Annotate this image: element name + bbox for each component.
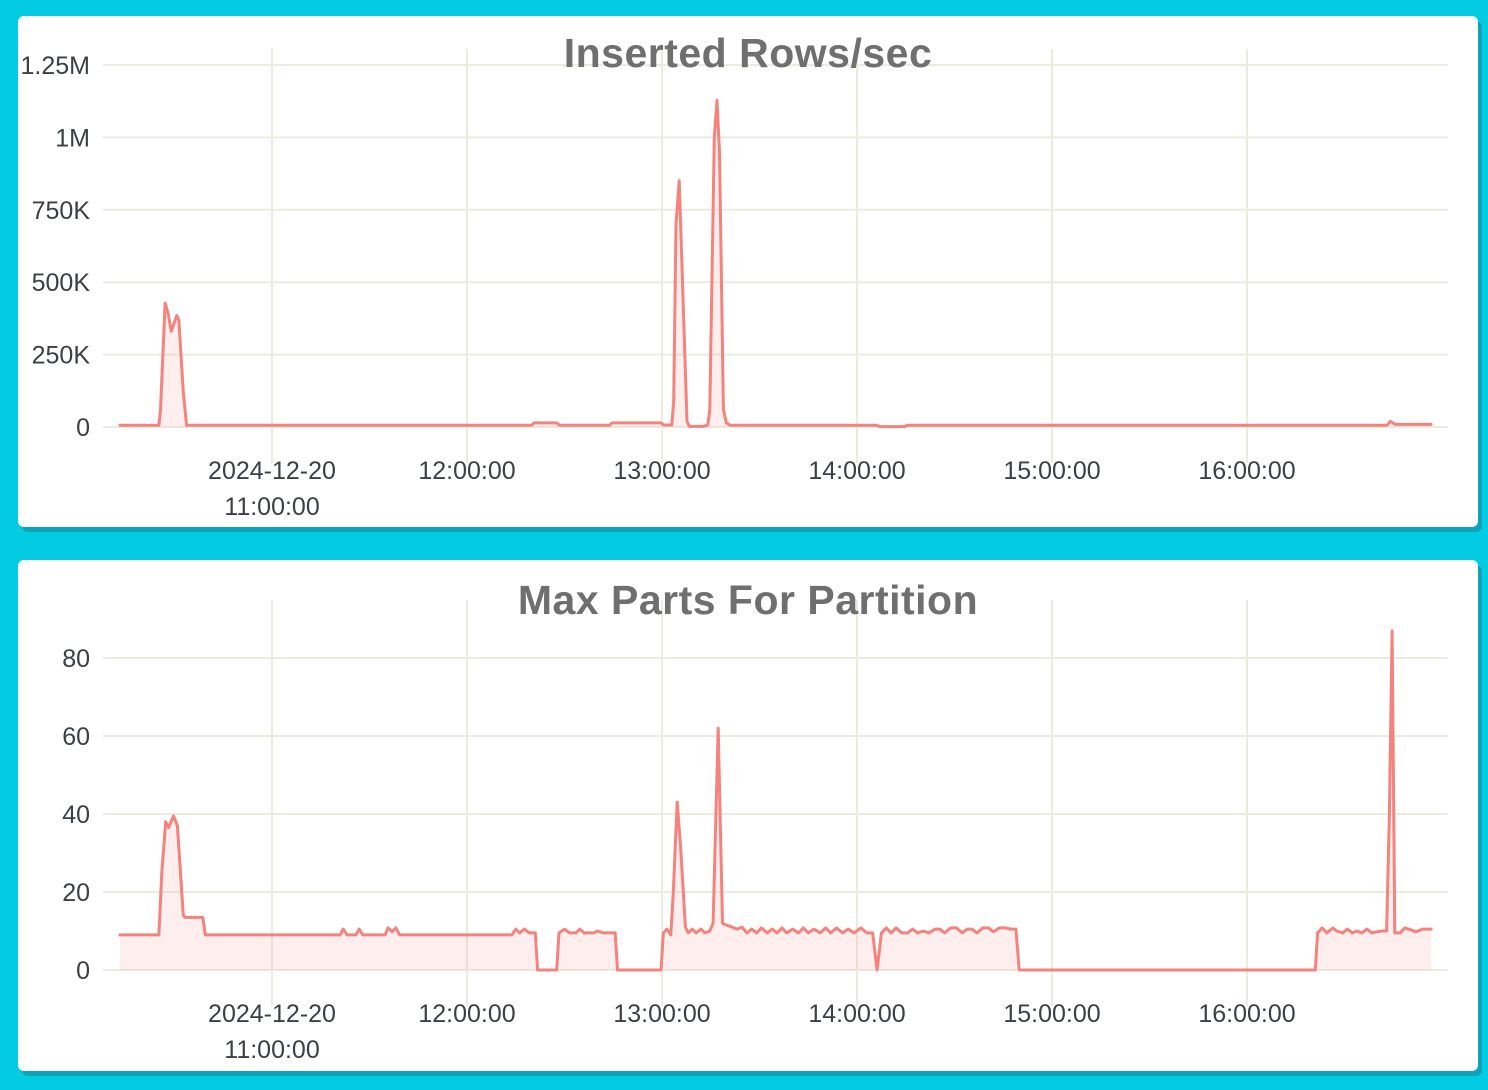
max-parts-chart-card: 0 20 40 60 80 2024-12-20 11:00:00 12:00:00 13:00… <box>18 560 1478 1071</box>
x-tick-label: 12:00:00 <box>418 457 515 485</box>
x-tick-label: 12:00:00 <box>418 1000 515 1028</box>
y-tick-label: 500K <box>32 269 91 297</box>
series-line <box>118 629 1433 972</box>
y-tick-label: 0 <box>76 414 90 442</box>
x-tick-label: 14:00:00 <box>808 457 905 485</box>
series-area <box>119 100 1432 428</box>
y-tick-label: 80 <box>62 645 90 673</box>
x-tick-label: 14:00:00 <box>808 1000 905 1028</box>
inserted-rows-chart-card: 0 250K 500K 750K 1M 1.25M 2024-12-20 11:00:00 12… <box>18 16 1478 527</box>
y-tick-label: 40 <box>62 801 90 829</box>
series-line <box>118 98 1433 429</box>
x-tick-label: 16:00:00 <box>1198 457 1295 485</box>
x-tick-label: 13:00:00 <box>613 1000 710 1028</box>
x-tick-label: 2024-12-20 <box>208 457 336 485</box>
y-tick-label: 20 <box>62 879 90 907</box>
x-tick-label: 11:00:00 <box>224 493 319 521</box>
series-area <box>119 630 1432 970</box>
x-tick-label: 16:00:00 <box>1198 1000 1295 1028</box>
x-tick-label: 15:00:00 <box>1003 457 1100 485</box>
y-tick-label: 1.25M <box>21 52 90 80</box>
y-tick-label: 750K <box>32 197 91 225</box>
max-parts-chart: 0 20 40 60 80 2024-12-20 11:00:00 12:00:00 13:00… <box>62 600 1448 1064</box>
max-parts-chart-title: Max Parts For Partition <box>517 577 979 623</box>
y-tick-label: 250K <box>32 342 91 370</box>
x-tick-label: 11:00:00 <box>224 1036 319 1064</box>
x-tick-label: 15:00:00 <box>1003 1000 1100 1028</box>
x-tick-label: 13:00:00 <box>613 457 710 485</box>
y-tick-label: 60 <box>62 723 90 751</box>
inserted-rows-chart: 0 250K 500K 750K 1M 1.25M 2024-12-20 11:00:00 12… <box>21 49 1448 521</box>
y-tick-label: 1M <box>55 124 90 152</box>
y-tick-label: 0 <box>76 957 90 985</box>
inserted-rows-chart-title: Inserted Rows/sec <box>563 30 933 76</box>
x-tick-label: 2024-12-20 <box>208 1000 336 1028</box>
